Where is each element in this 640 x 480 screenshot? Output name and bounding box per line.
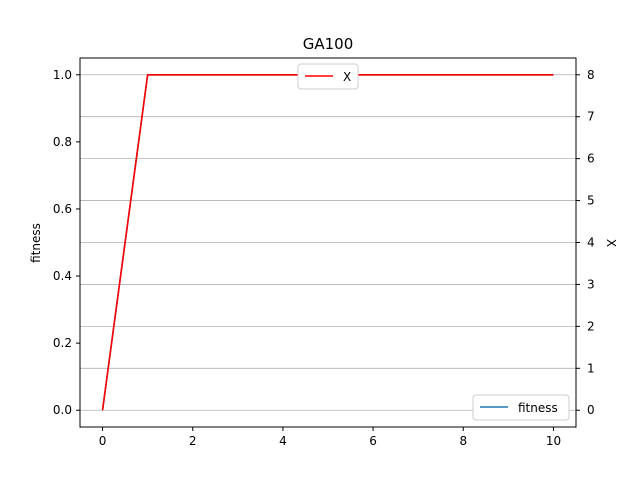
x-tick-label-1: 2	[189, 434, 197, 448]
x-tick-label-0: 0	[99, 434, 107, 448]
y-left-tick-label-5: 1.0	[53, 68, 72, 82]
y-left-tick-label-4: 0.8	[53, 135, 72, 149]
y-right-tick-label-1: 1	[587, 361, 595, 375]
legend-fitness-label: fitness	[518, 401, 558, 415]
x-tick-label-2: 4	[279, 434, 287, 448]
x-tick-label-3: 6	[369, 434, 377, 448]
legend-fitness: fitness	[472, 394, 570, 421]
legend-x: X	[297, 63, 359, 90]
y-axis-left-ticks: 0.0 0.2 0.4 0.6 0.8 1.0	[53, 68, 80, 417]
y-axis-left-label: fitness	[29, 223, 43, 263]
chart-title: GA100	[303, 35, 354, 53]
y-left-tick-label-2: 0.4	[53, 269, 72, 283]
y-right-tick-label-4: 4	[587, 236, 595, 250]
y-right-tick-label-8: 8	[587, 68, 595, 82]
y-left-tick-label-0: 0.0	[53, 403, 72, 417]
x-tick-label-4: 8	[459, 434, 467, 448]
y-left-tick-label-1: 0.2	[53, 336, 72, 350]
y-right-tick-label-0: 0	[587, 403, 595, 417]
y-right-tick-label-2: 2	[587, 319, 595, 333]
y-left-tick-label-3: 0.6	[53, 202, 72, 216]
gridlines	[80, 74, 576, 411]
legend-fitness-box	[472, 394, 570, 421]
x-tick-label-5: 10	[546, 434, 561, 448]
y-axis-right-ticks: 0 1 2 3 4 5 6 7 8	[576, 68, 595, 417]
x-axis-ticks: 0 2 4 6 8 10	[99, 427, 561, 448]
y-right-tick-label-5: 5	[587, 194, 595, 208]
y-right-tick-label-7: 7	[587, 110, 595, 124]
y-right-tick-label-6: 6	[587, 152, 595, 166]
y-axis-right-label: X	[604, 239, 618, 247]
legend-x-label: X	[343, 70, 351, 84]
y-right-tick-label-3: 3	[587, 277, 595, 291]
